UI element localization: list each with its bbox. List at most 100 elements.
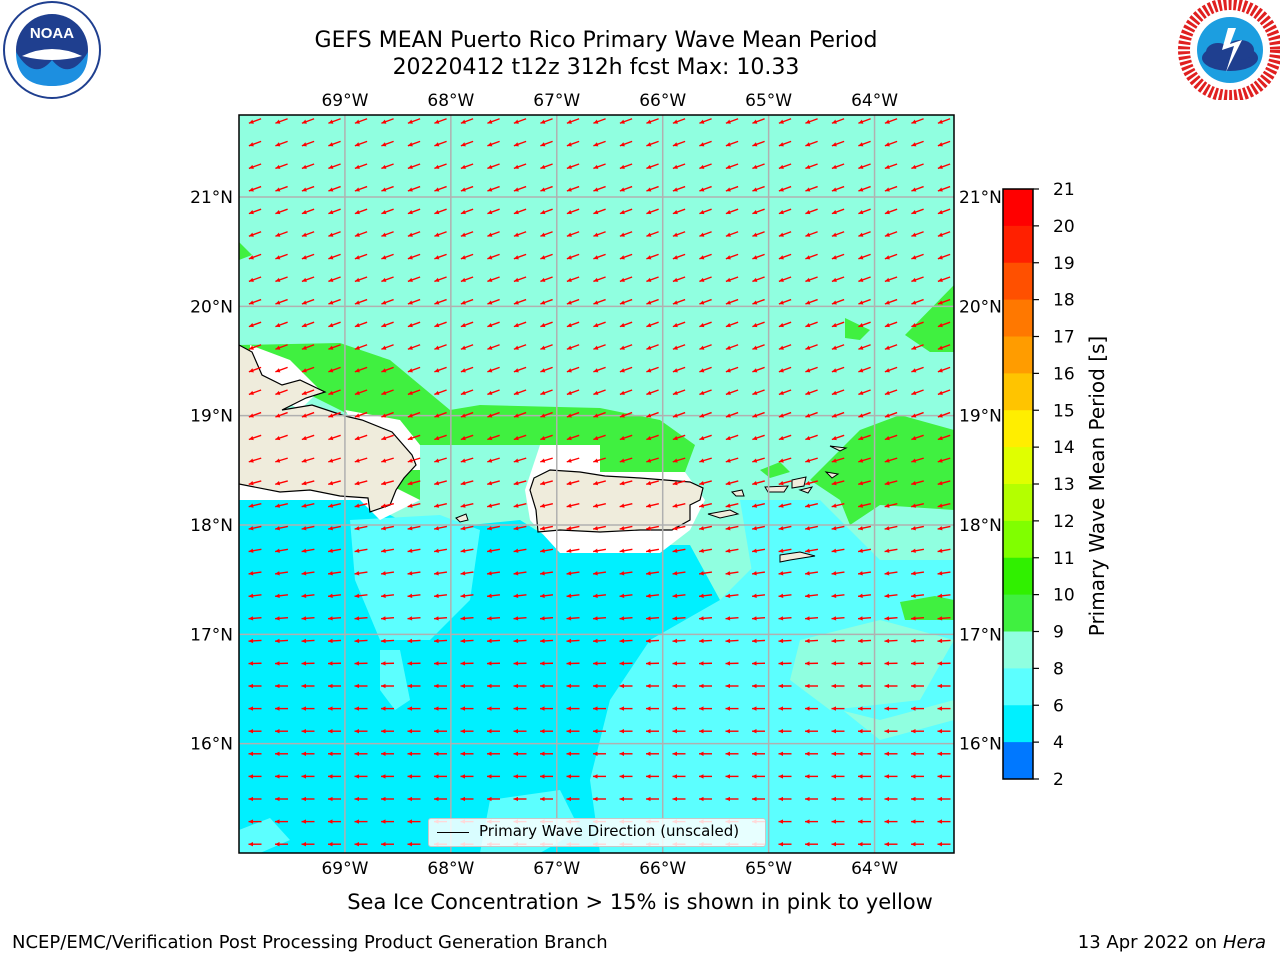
wave-arrow — [698, 616, 713, 621]
wave-arrow — [248, 366, 262, 373]
wave-arrow — [275, 751, 288, 756]
wave-arrow — [937, 208, 951, 215]
wave-arrow — [354, 571, 368, 576]
noaa-logo-text: NOAA — [30, 25, 74, 42]
wave-arrow — [778, 321, 792, 328]
wave-arrow — [884, 571, 898, 576]
wave-arrow — [751, 548, 766, 553]
wave-arrow — [460, 503, 474, 508]
wave-arrow — [805, 231, 818, 237]
wave-arrow — [725, 366, 739, 373]
wave-arrow — [434, 389, 447, 396]
wave-arrow — [328, 457, 341, 463]
wave-arrow — [460, 796, 474, 802]
wave-arrow — [725, 706, 739, 711]
wave-arrow — [566, 774, 580, 779]
wave-arrow — [460, 276, 474, 283]
wave-arrow — [540, 298, 553, 305]
wave-arrow — [248, 796, 262, 802]
wave-arrow — [778, 525, 792, 531]
wave-arrow — [619, 366, 633, 373]
wave-arrow — [248, 774, 262, 779]
colorbar-segment — [1003, 742, 1033, 780]
wave-arrow — [328, 503, 341, 508]
wave-arrow — [354, 434, 368, 441]
wave-arrow — [513, 638, 527, 644]
wave-arrow — [593, 253, 606, 260]
wave-arrow — [911, 276, 924, 283]
wave-arrow — [434, 683, 447, 689]
wave-arrow — [698, 525, 713, 531]
wave-arrow — [328, 729, 341, 734]
wave-arrow — [646, 276, 659, 283]
wave-arrow — [752, 434, 765, 441]
wave-arrow — [672, 638, 686, 644]
wave-arrow — [831, 411, 845, 418]
period-field-10-11-e-b — [810, 415, 954, 525]
colorbar-segment — [1003, 189, 1033, 227]
wave-arrow — [593, 683, 606, 689]
wave-arrow — [566, 253, 580, 260]
wave-arrow — [672, 231, 686, 237]
wave-arrow — [778, 434, 792, 441]
wave-arrow — [725, 729, 739, 734]
nws-logo — [1178, 0, 1280, 100]
wave-arrow — [937, 231, 951, 237]
wave-arrow — [858, 434, 871, 441]
wave-arrow — [274, 571, 289, 576]
wave-arrow — [460, 231, 474, 237]
wave-arrow — [857, 616, 872, 621]
wave-arrow — [513, 434, 527, 441]
wave-arrow — [513, 231, 527, 237]
wave-arrow — [752, 163, 765, 170]
wave-arrow — [381, 480, 394, 486]
wave-arrow — [566, 185, 580, 192]
wave-arrow — [911, 819, 924, 824]
wave-arrow — [937, 661, 951, 666]
wave-arrow — [937, 298, 951, 305]
wave-arrow — [911, 774, 924, 779]
wave-arrow — [540, 366, 553, 373]
wave-arrow — [513, 571, 527, 576]
lat-label-right: 16°N — [959, 735, 1002, 755]
wave-arrow — [884, 298, 898, 305]
wave-arrow — [645, 548, 660, 553]
wave-arrow — [407, 118, 421, 124]
wave-arrow — [513, 185, 527, 192]
wave-arrow — [752, 118, 765, 124]
wave-arrow — [248, 638, 262, 644]
wave-arrow — [460, 434, 474, 441]
wave-arrow — [778, 411, 792, 418]
wave-arrow — [725, 389, 739, 396]
wave-arrow — [593, 751, 606, 756]
wave-arrow — [725, 344, 739, 350]
wave-arrow — [539, 548, 554, 553]
wave-arrow — [434, 321, 447, 328]
lat-label-left: 17°N — [190, 625, 233, 645]
wave-arrow — [407, 571, 421, 576]
wave-arrow — [858, 321, 871, 328]
colorbar-tick-label: 6 — [1053, 696, 1064, 716]
wave-arrow — [725, 140, 739, 147]
wave-arrow — [354, 751, 368, 756]
wave-arrow — [699, 389, 712, 396]
period-field-8-9-b — [590, 560, 954, 853]
wave-arrow — [937, 411, 951, 418]
wave-arrow — [699, 298, 712, 305]
wave-arrow — [646, 140, 659, 147]
wave-arrow — [593, 503, 606, 508]
wave-arrow — [301, 231, 315, 237]
wave-arrow — [593, 185, 606, 192]
wave-arrow — [354, 231, 368, 237]
wave-arrow — [301, 819, 315, 824]
wave-arrow — [487, 231, 500, 237]
wave-arrow — [593, 706, 606, 711]
wave-arrow — [566, 706, 580, 711]
wave-arrow — [672, 253, 686, 260]
wave-arrow — [407, 525, 421, 531]
wave-arrow — [858, 253, 871, 260]
wave-arrow — [354, 208, 368, 215]
wave-arrow — [646, 706, 659, 711]
colorbar-segment — [1003, 262, 1033, 301]
wave-arrow — [539, 616, 554, 621]
